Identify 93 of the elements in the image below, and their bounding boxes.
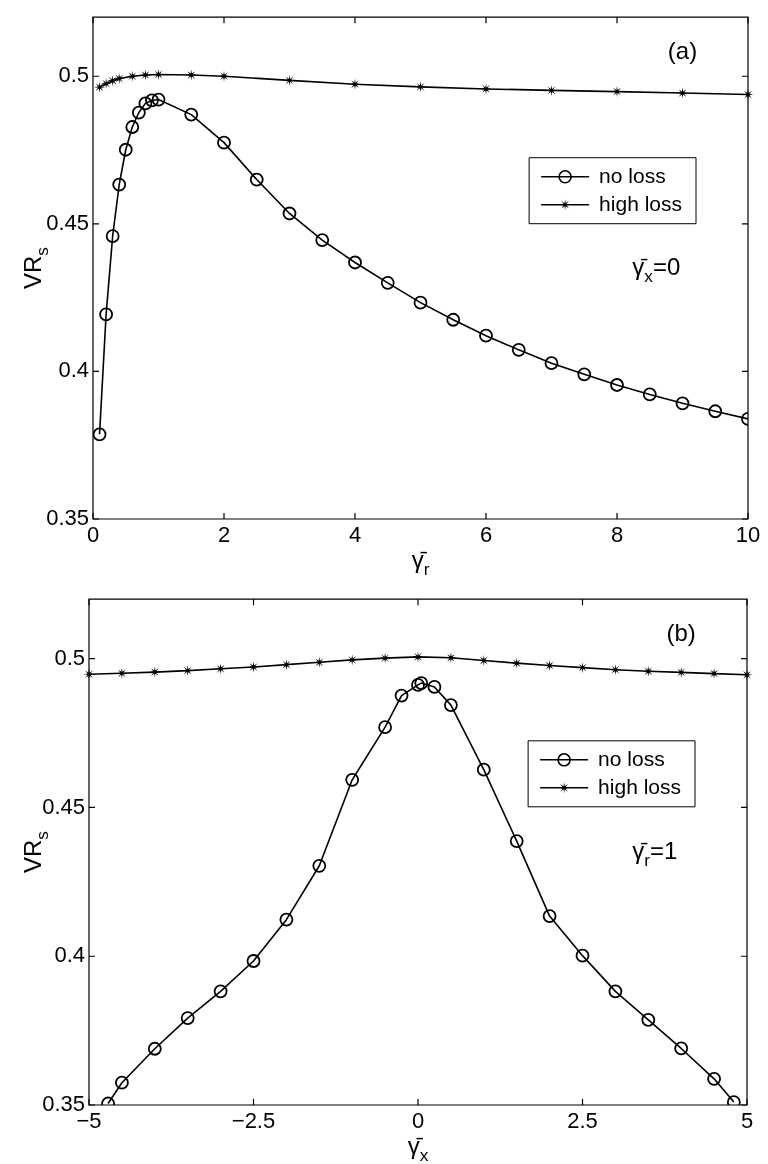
- legend-label: no loss: [599, 163, 666, 187]
- point: [345, 772, 360, 787]
- x-tick-label: 6: [479, 522, 493, 548]
- point: [415, 81, 426, 93]
- point: [608, 984, 623, 999]
- y-axis-title: VRs: [18, 830, 53, 874]
- y-axis-title: VRs: [18, 246, 53, 290]
- point: [213, 984, 228, 999]
- point: [378, 720, 392, 735]
- point: [139, 69, 151, 81]
- x-tick-label: 0: [411, 1108, 425, 1134]
- point: [542, 909, 557, 923]
- x-tick-label: 8: [610, 522, 624, 548]
- point: [641, 1013, 656, 1027]
- point: [642, 387, 657, 402]
- point: [509, 834, 524, 848]
- point: [185, 69, 197, 81]
- point: [248, 661, 259, 673]
- point: [138, 96, 153, 111]
- point: [394, 688, 409, 703]
- point: [444, 698, 458, 713]
- point: [112, 177, 127, 192]
- point: [478, 654, 490, 666]
- point: [480, 83, 492, 95]
- point: [280, 659, 292, 671]
- point: [184, 107, 199, 122]
- x-tick-label: 2.5: [567, 1108, 598, 1134]
- legend-label: no loss: [598, 746, 665, 770]
- point: [412, 651, 424, 663]
- point: [147, 1041, 162, 1056]
- point: [348, 255, 362, 270]
- point: [312, 858, 327, 873]
- point: [511, 342, 526, 357]
- x-tick-label: 5: [740, 1108, 754, 1134]
- point: [546, 84, 557, 96]
- point: [411, 677, 425, 692]
- point: [315, 233, 330, 247]
- annotation: (a): [667, 36, 698, 64]
- point: [544, 356, 559, 371]
- point: [115, 1075, 129, 1090]
- point: [100, 78, 112, 90]
- legend-label: high loss: [598, 774, 682, 798]
- point: [674, 1041, 689, 1056]
- x-tick-label: 2: [217, 522, 231, 548]
- point: [708, 404, 723, 419]
- point: [126, 70, 138, 82]
- y-tick-label: 0.35: [46, 505, 89, 531]
- y-tick-label: 0.4: [58, 357, 89, 383]
- y-tick-label: 0.5: [58, 62, 89, 88]
- point: [279, 912, 294, 927]
- point: [479, 328, 493, 343]
- point: [246, 954, 261, 968]
- point: [675, 396, 690, 411]
- point: [577, 662, 588, 674]
- y-tick-label: 0.4: [54, 942, 85, 968]
- point: [107, 75, 119, 87]
- point: [94, 81, 106, 93]
- point: [125, 120, 140, 134]
- point: [282, 206, 297, 221]
- point: [180, 1011, 195, 1026]
- point: [380, 275, 395, 290]
- point: [707, 1071, 721, 1086]
- point: [113, 73, 125, 85]
- x-tick-label: 4: [348, 522, 362, 548]
- point: [414, 676, 429, 690]
- point: [249, 172, 264, 187]
- annotation: (b): [666, 619, 696, 647]
- point: [379, 652, 391, 664]
- point: [151, 92, 166, 107]
- point: [118, 142, 133, 157]
- point: [427, 680, 442, 694]
- point: [153, 68, 164, 80]
- point: [610, 378, 624, 392]
- x-tick-label: −2.5: [231, 1108, 276, 1134]
- point: [346, 654, 358, 666]
- point: [413, 295, 428, 310]
- point: [577, 367, 592, 382]
- point: [105, 229, 120, 244]
- point: [575, 948, 590, 963]
- y-tick-label: 0.45: [42, 793, 85, 819]
- y-tick-label: 0.5: [54, 644, 85, 670]
- point: [217, 135, 231, 150]
- point: [446, 312, 461, 327]
- point: [93, 427, 107, 442]
- point: [284, 74, 295, 86]
- point: [476, 762, 491, 777]
- y-tick-label: 0.45: [46, 209, 89, 235]
- point: [131, 105, 146, 120]
- point: [145, 93, 159, 108]
- x-tick-label: 10: [735, 522, 761, 548]
- point: [677, 87, 688, 99]
- legend-label: high loss: [599, 191, 683, 215]
- point: [99, 307, 113, 322]
